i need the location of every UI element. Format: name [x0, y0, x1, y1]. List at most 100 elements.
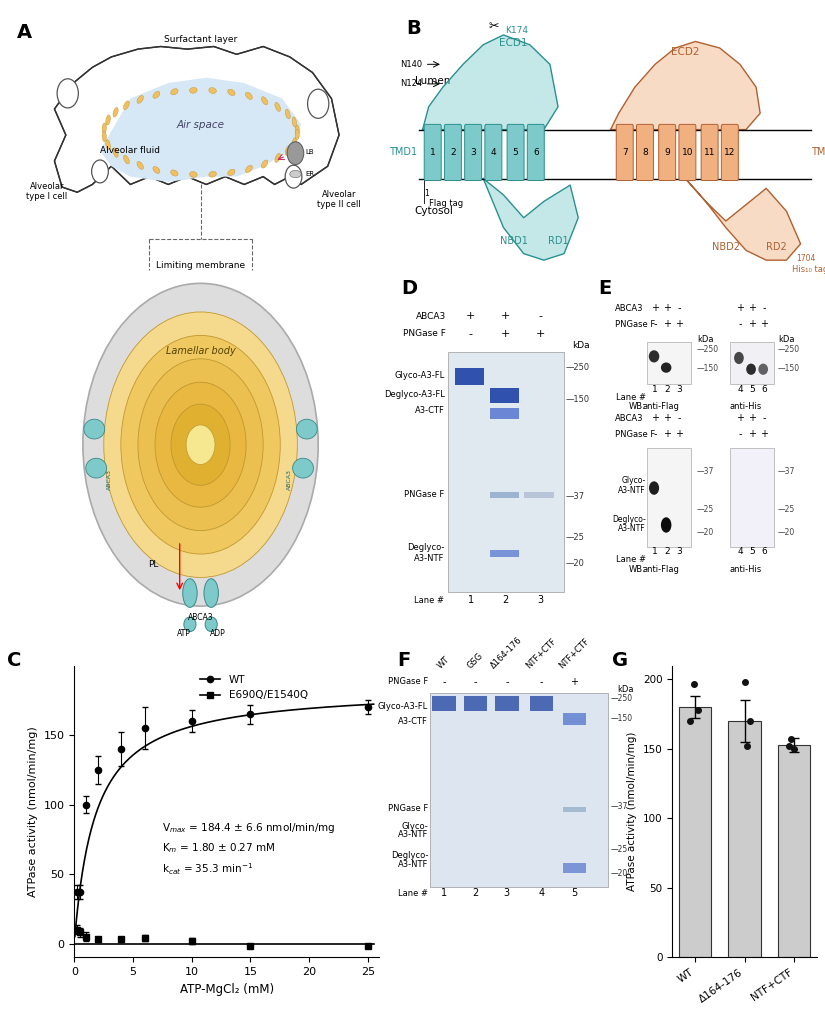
Text: —37: —37: [777, 467, 794, 475]
FancyBboxPatch shape: [530, 695, 554, 711]
Text: 3: 3: [676, 547, 682, 556]
Text: +: +: [651, 413, 659, 423]
Text: Deglyco-: Deglyco-: [391, 851, 428, 860]
Polygon shape: [483, 178, 578, 260]
Text: -: -: [762, 303, 766, 313]
Ellipse shape: [113, 147, 118, 158]
Ellipse shape: [262, 160, 268, 168]
Text: A3-NTF: A3-NTF: [618, 524, 646, 534]
Text: PNGase F: PNGase F: [388, 804, 428, 813]
Text: —25: —25: [696, 505, 714, 514]
FancyBboxPatch shape: [616, 124, 634, 180]
Text: ABCA3: ABCA3: [188, 612, 214, 622]
Text: +: +: [501, 329, 511, 339]
Text: -: -: [653, 319, 657, 330]
FancyBboxPatch shape: [448, 351, 564, 593]
Text: 2: 2: [664, 547, 670, 556]
FancyBboxPatch shape: [730, 447, 775, 548]
Text: 5: 5: [749, 547, 755, 556]
Text: 4: 4: [737, 385, 742, 393]
Ellipse shape: [204, 579, 219, 607]
Ellipse shape: [209, 171, 216, 177]
Ellipse shape: [285, 110, 290, 119]
Ellipse shape: [295, 129, 299, 139]
Text: +: +: [651, 303, 659, 313]
Text: 3: 3: [676, 385, 682, 393]
Ellipse shape: [290, 170, 301, 178]
Ellipse shape: [171, 89, 178, 95]
Text: ATP: ATP: [177, 629, 191, 638]
Text: +: +: [676, 429, 683, 438]
Text: PNGase F: PNGase F: [615, 321, 655, 330]
Text: —250: —250: [566, 364, 590, 372]
Text: V$_{max}$ = 184.4 ± 6.6 nmol/min/mg
K$_m$ = 1.80 ± 0.27 mM
k$_{cat}$ = 35.3 min$: V$_{max}$ = 184.4 ± 6.6 nmol/min/mg K$_m…: [163, 821, 336, 878]
Text: +: +: [676, 319, 683, 330]
Text: +: +: [748, 413, 756, 423]
Text: Alveolar
type II cell: Alveolar type II cell: [317, 189, 361, 209]
Text: 10: 10: [681, 147, 693, 157]
Text: G: G: [611, 651, 628, 670]
Text: K174: K174: [506, 26, 529, 35]
FancyBboxPatch shape: [424, 124, 441, 180]
Text: 12: 12: [724, 147, 736, 157]
Ellipse shape: [661, 362, 672, 373]
Ellipse shape: [171, 170, 178, 176]
Circle shape: [308, 89, 329, 119]
Ellipse shape: [295, 125, 299, 135]
Text: A3-NTF: A3-NTF: [398, 830, 428, 840]
Text: WB:: WB:: [629, 402, 646, 412]
Text: ECD1: ECD1: [499, 38, 528, 48]
Polygon shape: [54, 46, 339, 193]
Ellipse shape: [124, 155, 130, 164]
Ellipse shape: [275, 154, 280, 163]
Text: -: -: [653, 429, 657, 438]
Circle shape: [285, 165, 302, 188]
Text: 8: 8: [642, 147, 648, 157]
Text: Alveolar fluid: Alveolar fluid: [101, 146, 160, 156]
Text: -: -: [677, 413, 681, 423]
Bar: [728, 721, 761, 957]
Text: A3-NTF: A3-NTF: [618, 485, 646, 495]
Polygon shape: [100, 78, 301, 182]
Text: WT: WT: [436, 654, 452, 670]
Text: anti-His: anti-His: [730, 564, 762, 573]
Text: 4: 4: [737, 547, 742, 556]
Text: Glyco-: Glyco-: [622, 476, 646, 485]
Text: -: -: [539, 311, 543, 322]
Ellipse shape: [292, 117, 296, 127]
Ellipse shape: [86, 459, 106, 478]
Text: NBD2: NBD2: [712, 243, 740, 252]
Text: 1: 1: [430, 147, 436, 157]
Circle shape: [155, 382, 246, 507]
Text: Lane #: Lane #: [414, 596, 444, 605]
FancyBboxPatch shape: [445, 124, 461, 180]
Ellipse shape: [296, 419, 318, 439]
Ellipse shape: [102, 131, 106, 141]
Ellipse shape: [137, 162, 144, 169]
Text: 2: 2: [664, 385, 670, 393]
Polygon shape: [422, 35, 558, 130]
Text: A3-CTF: A3-CTF: [398, 717, 428, 726]
Text: F: F: [398, 651, 411, 670]
FancyBboxPatch shape: [507, 124, 524, 180]
FancyBboxPatch shape: [527, 124, 544, 180]
FancyBboxPatch shape: [455, 368, 483, 385]
Ellipse shape: [102, 123, 106, 133]
Text: 5: 5: [572, 888, 577, 898]
Text: +: +: [736, 303, 744, 313]
Text: RD1: RD1: [548, 236, 568, 246]
Text: N140: N140: [400, 59, 422, 69]
Ellipse shape: [106, 140, 111, 150]
Text: Lane #: Lane #: [398, 889, 427, 898]
Text: —25: —25: [610, 846, 628, 854]
Circle shape: [82, 284, 318, 606]
Text: 1: 1: [424, 188, 429, 198]
FancyBboxPatch shape: [489, 408, 519, 419]
Text: +: +: [663, 319, 672, 330]
FancyBboxPatch shape: [563, 863, 587, 872]
Text: ABCA3: ABCA3: [615, 304, 644, 313]
Ellipse shape: [84, 419, 105, 439]
Text: —250: —250: [696, 344, 719, 353]
Text: Deglyco-: Deglyco-: [612, 515, 646, 523]
Text: +: +: [501, 311, 511, 322]
